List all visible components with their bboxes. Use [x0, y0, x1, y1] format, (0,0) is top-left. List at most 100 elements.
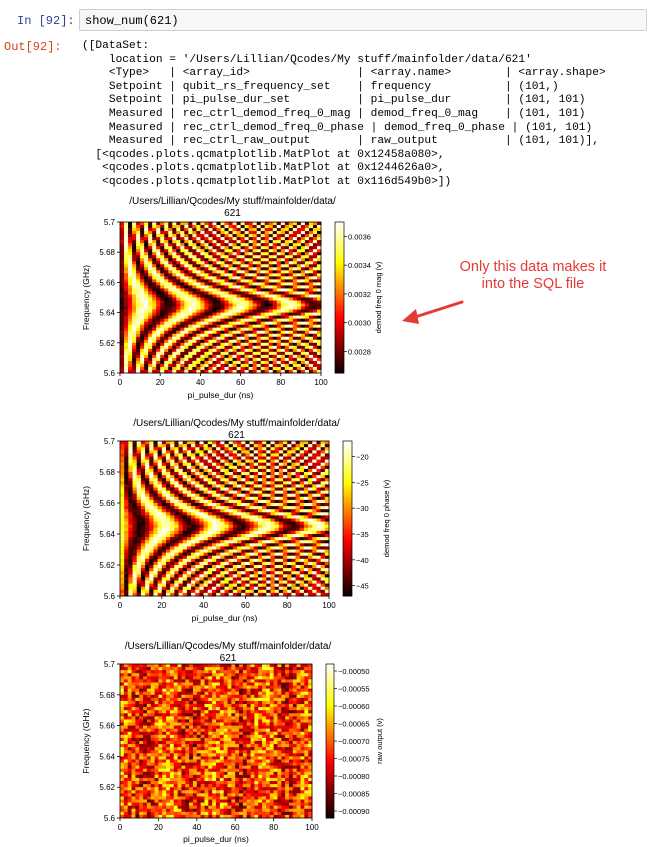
heatmap-cell [278, 530, 284, 535]
heatmap-cell [200, 258, 205, 262]
heatmap-cell [288, 369, 294, 374]
heatmap-cell [295, 530, 301, 535]
heatmap-cell [178, 493, 184, 498]
heatmap-cell [191, 555, 196, 560]
heatmap-cell [136, 330, 141, 335]
heatmap-cell [124, 580, 129, 585]
heatmap-cell [128, 261, 133, 265]
heatmap-cell [264, 288, 270, 292]
heatmap-cell [324, 481, 330, 485]
heatmap-cell [283, 543, 288, 547]
heatmap-cell [124, 240, 129, 244]
heatmap-cell [237, 465, 242, 470]
heatmap-cell [324, 475, 330, 479]
code-cell-input[interactable]: show_num(621) [79, 9, 647, 31]
heatmap-cell [237, 450, 242, 454]
heatmap-cell [316, 345, 322, 350]
heatmap-cell [182, 546, 188, 550]
heatmap-cell [224, 447, 230, 451]
heatmap-cell [128, 465, 134, 470]
heatmap-cell [257, 583, 263, 588]
heatmap-cell [316, 348, 322, 353]
heatmap-cell [244, 231, 250, 235]
heatmap-cell [224, 462, 230, 467]
heatmap-cell [152, 369, 157, 374]
heatmap-cell [120, 246, 125, 250]
heatmap-cell [236, 276, 242, 280]
heatmap-cell [211, 571, 217, 575]
heatmap-cell [153, 475, 159, 479]
heatmap-cell [196, 312, 201, 317]
heatmap-cell [184, 222, 189, 226]
heatmap-cell [172, 294, 177, 298]
heatmap-cell [182, 586, 188, 591]
heatmap-cell [140, 321, 145, 326]
heatmap-cell [274, 561, 280, 566]
heatmap-cell [212, 333, 217, 338]
heatmap-cell [316, 327, 322, 332]
heatmap-cell [204, 321, 209, 326]
heatmap-cell [145, 552, 150, 557]
heatmap-cell [276, 318, 282, 323]
heatmap-cell [191, 552, 196, 557]
heatmap-cell [153, 568, 159, 572]
heatmap-cell [120, 568, 125, 572]
heatmap-cell [316, 243, 322, 247]
heatmap-cell [308, 475, 313, 479]
heatmap-cell [216, 441, 221, 445]
heatmap-cell [276, 321, 282, 326]
heatmap-cell [156, 255, 161, 259]
heatmap-cell [324, 577, 330, 581]
colorbar-step [335, 325, 344, 329]
heatmap-cell [295, 459, 301, 464]
heatmap-cell [324, 493, 330, 498]
heatmap-cell [204, 309, 209, 314]
heatmap-cell [124, 509, 129, 513]
heatmap-cell [148, 354, 153, 359]
heatmap-cell [170, 487, 175, 492]
heatmap-cell [156, 306, 161, 311]
heatmap-cell [156, 231, 161, 235]
heatmap-cell [316, 321, 322, 326]
heatmap-cell [300, 252, 306, 256]
heatmap-cell [180, 231, 185, 235]
heatmap-cell [149, 465, 154, 470]
heatmap-cell [249, 558, 255, 563]
heatmap-cell [180, 342, 185, 347]
heatmap-cell [144, 303, 149, 308]
heatmap-cell [257, 549, 263, 554]
heatmap-cell [132, 336, 137, 341]
heatmap-cell [299, 537, 305, 541]
heatmap-cell [237, 506, 242, 510]
heatmap-cell [208, 291, 213, 295]
heatmap-cell [124, 288, 129, 292]
heatmap-cell [200, 366, 205, 371]
heatmap-cell [292, 273, 298, 277]
heatmap-cell [164, 294, 169, 298]
heatmap-cell [144, 255, 149, 259]
heatmap-cell [308, 521, 313, 526]
heatmap-cell [174, 543, 180, 547]
heatmap-cell [260, 288, 266, 292]
heatmap-cell [132, 288, 137, 292]
heatmap-cell [287, 468, 292, 473]
heatmap-cell [195, 484, 200, 488]
heatmap-cell [207, 444, 213, 448]
heatmap-cell [136, 240, 141, 244]
heatmap-cell [276, 360, 282, 365]
heatmap-cell [295, 549, 301, 554]
heatmap-cell [252, 252, 258, 256]
heatmap-cell [220, 231, 226, 235]
heatmap-cell [308, 357, 314, 362]
heatmap-cell [191, 546, 196, 550]
heatmap-cell [196, 276, 201, 280]
heatmap-cell [272, 318, 278, 323]
heatmap-cell [195, 487, 200, 492]
heatmap-cell [204, 318, 209, 323]
y-tick-label: 5.64 [99, 309, 115, 318]
heatmap-cell [174, 552, 180, 557]
heatmap-cell [208, 345, 213, 350]
heatmap-cell [186, 518, 192, 523]
colorbar-step [335, 294, 344, 298]
heatmap-cell [148, 291, 153, 295]
